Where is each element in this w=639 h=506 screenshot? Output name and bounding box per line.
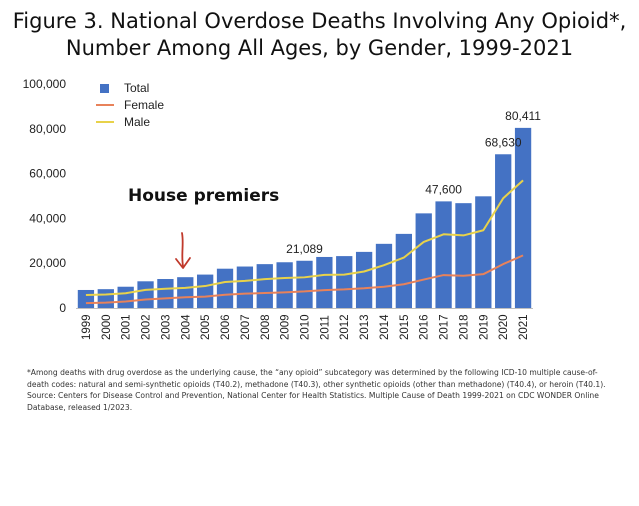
- y-tick-label: 0: [59, 301, 66, 315]
- x-tick-label: 1999: [81, 314, 93, 340]
- data-label: 68,630: [485, 135, 522, 149]
- bar-total: [177, 277, 194, 308]
- bar-total: [117, 286, 134, 308]
- x-tick-label: 2000: [101, 314, 113, 340]
- x-tick-label: 2009: [280, 314, 292, 340]
- x-tick-label: 2017: [439, 314, 451, 340]
- x-tick-label: 2005: [200, 314, 212, 340]
- data-label: 80,411: [505, 109, 541, 123]
- bar-total: [495, 154, 512, 308]
- legend-label-total: Total: [124, 81, 149, 95]
- y-tick-label: 40,000: [29, 211, 66, 225]
- x-tick-label: 2015: [399, 314, 411, 340]
- bar-total: [415, 213, 432, 308]
- bar-total: [475, 196, 492, 308]
- bar-total: [355, 251, 373, 308]
- x-tick-label: 2007: [240, 314, 252, 340]
- bar-total: [316, 256, 333, 308]
- bar-total: [236, 266, 254, 308]
- line-male: [85, 179, 524, 297]
- x-tick-label: 2013: [359, 314, 371, 340]
- bar-total: [276, 262, 293, 308]
- bar-total: [514, 127, 532, 308]
- house-premiers-annotation: House premiers: [128, 186, 280, 206]
- chart-title: Figure 3. National Overdose Deaths Invol…: [0, 8, 639, 62]
- x-tick-label: 2008: [260, 314, 272, 340]
- x-tick-label: 2011: [319, 315, 331, 340]
- x-tick-label: 2019: [478, 314, 490, 340]
- bar-total: [137, 281, 154, 308]
- bar-total: [336, 256, 353, 308]
- line-female: [85, 254, 524, 305]
- x-tick-label: 2003: [160, 314, 172, 340]
- bar-total: [97, 289, 114, 308]
- legend-label-female: Female: [124, 98, 164, 112]
- x-tick-label: 2001: [121, 314, 133, 340]
- x-tick-label: 2014: [379, 314, 391, 340]
- bar-total: [197, 274, 214, 308]
- chart-title-line-2: Number Among All Ages, by Gender, 1999-2…: [65, 36, 574, 60]
- legend-swatch-total: [100, 84, 109, 93]
- bar-total: [435, 201, 452, 308]
- footnote: *Among deaths with drug overdose as the …: [27, 368, 606, 412]
- bar-total: [395, 233, 412, 308]
- x-tick-label: 2012: [339, 314, 351, 340]
- y-tick-label: 80,000: [29, 122, 66, 136]
- chart-title-line-1: Figure 3. National Overdose Deaths Invol…: [12, 9, 627, 33]
- x-tick-label: 2020: [498, 314, 510, 340]
- arrow-head-icon: [175, 257, 191, 269]
- x-tick-label: 2018: [458, 314, 470, 340]
- y-tick-label: 20,000: [29, 256, 66, 270]
- x-tick-label: 2021: [518, 314, 530, 340]
- bar-total: [296, 260, 313, 308]
- x-tick-label: 2006: [220, 314, 232, 340]
- bar-total: [375, 243, 393, 308]
- bar-total: [455, 203, 472, 308]
- x-tick-label: 2004: [180, 314, 192, 340]
- arrow-down-icon: [181, 232, 184, 267]
- x-tick-label: 2002: [141, 314, 153, 340]
- bar-total: [216, 268, 234, 308]
- bar-total: [77, 289, 95, 308]
- bar-total: [157, 279, 174, 308]
- bar-total: [256, 264, 273, 308]
- y-tick-label: 60,000: [29, 167, 66, 181]
- data-label: 21,089: [286, 242, 323, 256]
- x-tick-label: 2010: [300, 314, 312, 340]
- legend-label-male: Male: [124, 115, 150, 129]
- y-tick-label: 100,000: [23, 77, 67, 91]
- data-label: 47,600: [425, 182, 462, 196]
- x-tick-label: 2016: [419, 314, 431, 340]
